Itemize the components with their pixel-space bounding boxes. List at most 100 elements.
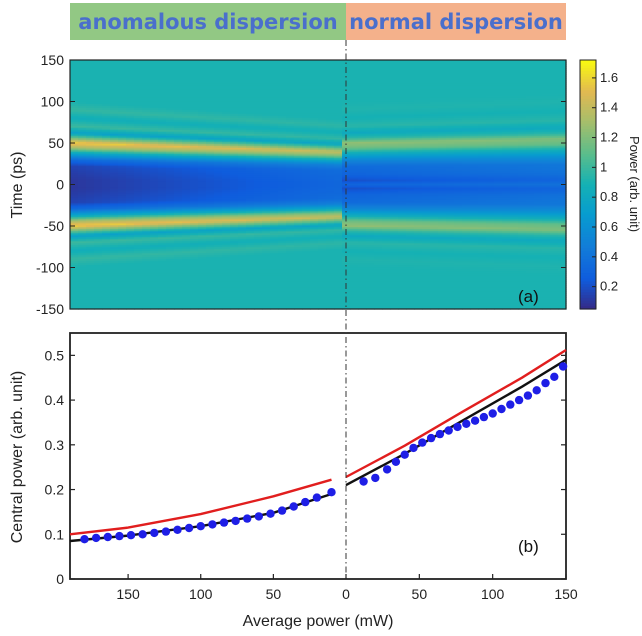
heatmap-cell [222, 173, 231, 177]
heatmap-cell [374, 217, 383, 220]
heatmap-cell [86, 117, 95, 121]
heatmap-cell [318, 255, 327, 258]
heatmap-cell [190, 141, 199, 145]
heatmap-cell [118, 73, 127, 77]
heatmap-cell [230, 69, 239, 73]
heatmap-cell [230, 165, 239, 169]
heatmap-cell [318, 155, 327, 159]
heatmap-cell [174, 141, 183, 145]
heatmap-cell [174, 151, 183, 155]
heatmap-cell [246, 75, 255, 79]
heatmap-cell [254, 245, 263, 248]
heatmap-cell [366, 107, 375, 111]
heatmap-cell [78, 185, 87, 189]
heatmap-cell [126, 199, 135, 203]
heatmap-cell [102, 255, 111, 258]
heatmap-cell [310, 133, 319, 137]
heatmap-cell [302, 133, 311, 137]
heatmap-cell [182, 111, 191, 115]
heatmap-cell [254, 213, 263, 216]
heatmap-cell [294, 169, 303, 173]
heatmap-cell [198, 237, 207, 240]
heatmap-cell [358, 109, 367, 113]
heatmap-cell [334, 291, 343, 294]
heatmap-cell [326, 295, 335, 298]
heatmap-cell [174, 283, 183, 286]
heatmap-cell [382, 175, 391, 179]
heatmap-cell [198, 111, 207, 115]
heatmap-cell [150, 271, 159, 274]
heatmap-cell [278, 253, 287, 256]
heatmap-cell [222, 195, 231, 199]
heatmap-cell [118, 93, 127, 97]
heatmap-cell [366, 227, 375, 230]
heatmap-cell [342, 267, 351, 270]
heatmap-cell [86, 141, 95, 145]
heatmap-cell [262, 113, 271, 117]
heatmap-cell [382, 245, 391, 248]
heatmap-cell [230, 211, 239, 214]
heatmap-cell [286, 285, 295, 288]
heatmap-cell [150, 159, 159, 163]
heatmap-cell [102, 215, 111, 218]
heatmap-cell [150, 291, 159, 294]
heatmap-cell [78, 139, 87, 143]
heatmap-cell [342, 277, 351, 280]
heatmap-cell [94, 281, 103, 284]
heatmap-cell [262, 171, 271, 175]
heatmap-cell [342, 211, 351, 214]
heatmap-cell [230, 139, 239, 143]
heatmap-cell [326, 283, 335, 286]
heatmap-cell [350, 73, 359, 77]
heatmap-cell [94, 237, 103, 240]
heatmap-cell [358, 73, 367, 77]
heatmap-cell [70, 191, 79, 195]
heatmap-cell [174, 119, 183, 123]
heatmap-cell [102, 193, 111, 197]
heatmap-cell [158, 79, 167, 83]
heatmap-cell [374, 93, 383, 97]
heatmap-cell [262, 195, 271, 199]
heatmap-cell [262, 227, 271, 230]
heatmap-cell [366, 225, 375, 228]
heatmap-cell [254, 275, 263, 278]
heatmap-cell [246, 239, 255, 242]
heatmap-cell [366, 97, 375, 101]
heatmap-cell [286, 305, 295, 308]
heatmap-cell [158, 145, 167, 149]
heatmap-cell [70, 211, 79, 214]
heatmap-cell [238, 197, 247, 201]
heatmap-cell [166, 203, 175, 207]
heatmap-cell [142, 269, 151, 272]
heatmap-cell [214, 297, 223, 300]
heatmap-cell [94, 133, 103, 137]
heatmap-cell [198, 233, 207, 236]
heatmap-cell [214, 105, 223, 109]
heatmap-cell [286, 279, 295, 282]
heatmap-cell [294, 123, 303, 127]
heatmap-cell [358, 261, 367, 264]
heatmap-cell [286, 60, 295, 63]
heatmap-cell [246, 203, 255, 207]
heatmap-cell [206, 71, 215, 75]
heatmap-cell [366, 89, 375, 93]
heatmap-cell [382, 229, 391, 232]
heatmap-cell [230, 227, 239, 230]
heatmap-cell [350, 149, 359, 153]
heatmap-cell [190, 289, 199, 292]
heatmap-cell [262, 105, 271, 109]
heatmap-cell [310, 167, 319, 171]
heatmap-cell [302, 237, 311, 240]
heatmap-cell [270, 169, 279, 173]
heatmap-cell [350, 167, 359, 171]
heatmap-cell [214, 145, 223, 149]
heatmap-cell [318, 249, 327, 252]
heatmap-cell [94, 269, 103, 272]
heatmap-cell [222, 269, 231, 272]
heatmap-cell [238, 139, 247, 143]
heatmap-cell [150, 277, 159, 280]
heatmap-cell [174, 177, 183, 181]
heatmap-cell [230, 179, 239, 183]
heatmap-cell [78, 247, 87, 250]
heatmap-cell [214, 183, 223, 187]
